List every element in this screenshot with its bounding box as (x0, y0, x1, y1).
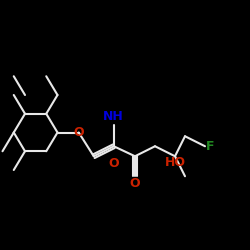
Text: HO: HO (164, 156, 186, 170)
Text: O: O (108, 157, 119, 170)
Text: NH: NH (104, 110, 124, 123)
Text: O: O (74, 126, 84, 139)
Text: F: F (206, 140, 214, 153)
Text: O: O (130, 177, 140, 190)
